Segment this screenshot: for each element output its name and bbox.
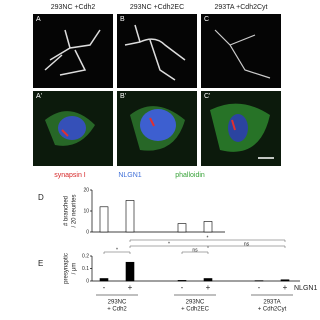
y-axis-label: # branched bbox=[64, 196, 70, 226]
column-label: 293NC +Cdh2EC bbox=[130, 4, 184, 11]
group-label: + Cdh2 bbox=[107, 307, 127, 313]
y-tick-label: 10 bbox=[83, 208, 89, 214]
y-tick-label: 0 bbox=[86, 278, 89, 284]
neuron bbox=[124, 24, 186, 81]
panel-letter: E bbox=[38, 259, 43, 268]
significance-label: * bbox=[168, 241, 170, 247]
neuron bbox=[214, 29, 271, 79]
stain-legend: NLGN1 bbox=[118, 172, 141, 179]
group-label: 293NC bbox=[108, 300, 127, 306]
bar bbox=[99, 206, 109, 233]
column-label: 293NC +Cdh2 bbox=[51, 4, 96, 11]
panel-letter: C bbox=[204, 16, 209, 23]
y-tick-label: 0.2 bbox=[82, 253, 89, 259]
panel-letter: D bbox=[38, 193, 44, 202]
group-label: 293TA bbox=[263, 300, 280, 306]
stain bbox=[228, 114, 248, 142]
significance-label: ns bbox=[244, 241, 250, 247]
x-tick-label: - bbox=[258, 283, 261, 292]
bar bbox=[203, 278, 213, 282]
y-axis-label: / μm bbox=[72, 263, 78, 275]
image bbox=[117, 14, 197, 88]
group-label: 293NC bbox=[186, 300, 205, 306]
significance-bracket bbox=[181, 251, 209, 254]
bar bbox=[99, 278, 109, 282]
panel-letter: A' bbox=[36, 93, 42, 100]
stain bbox=[58, 116, 86, 140]
significance-label: * bbox=[116, 247, 118, 253]
image bbox=[201, 14, 281, 88]
image bbox=[33, 14, 113, 88]
significance-bracket bbox=[207, 245, 286, 248]
stain bbox=[140, 109, 176, 141]
panel-letter: C' bbox=[204, 93, 210, 100]
stain bbox=[61, 117, 236, 137]
x-tick-label: + bbox=[128, 283, 133, 292]
bar bbox=[177, 223, 187, 233]
neuron bbox=[44, 29, 101, 76]
x-tick-label: + bbox=[206, 283, 211, 292]
series-label: NLGN1 bbox=[294, 285, 317, 292]
stain-legend: synapsin I bbox=[54, 172, 86, 179]
bar bbox=[125, 200, 135, 233]
column-label: 293TA +Cdh2Cyt bbox=[215, 4, 268, 11]
y-axis-label: presynaptic bbox=[64, 253, 70, 284]
stain-legend: phalloidin bbox=[175, 172, 205, 179]
significance-label: * bbox=[207, 235, 209, 241]
y-tick-label: 0.1 bbox=[82, 266, 89, 272]
x-tick-label: - bbox=[103, 283, 106, 292]
significance-label: ns bbox=[192, 247, 198, 253]
y-tick-label: 20 bbox=[83, 187, 89, 193]
panel-letter: A bbox=[36, 16, 41, 23]
panel-letter: B bbox=[120, 16, 125, 23]
micrographs bbox=[33, 14, 281, 166]
significance-bracket bbox=[129, 239, 286, 242]
bar bbox=[125, 261, 135, 282]
bar bbox=[280, 279, 290, 282]
x-tick-label: - bbox=[181, 283, 184, 292]
panel-letter: B' bbox=[120, 93, 126, 100]
y-axis-label: / 20 neurites bbox=[72, 194, 78, 227]
bar bbox=[203, 221, 213, 233]
bar bbox=[177, 280, 187, 282]
y-tick-label: 0 bbox=[86, 229, 89, 235]
group-label: + Cdh2Cyt bbox=[258, 307, 287, 313]
group-label: + Cdh2EC bbox=[181, 307, 210, 313]
x-tick-label: + bbox=[283, 283, 288, 292]
significance-bracket bbox=[103, 251, 131, 254]
